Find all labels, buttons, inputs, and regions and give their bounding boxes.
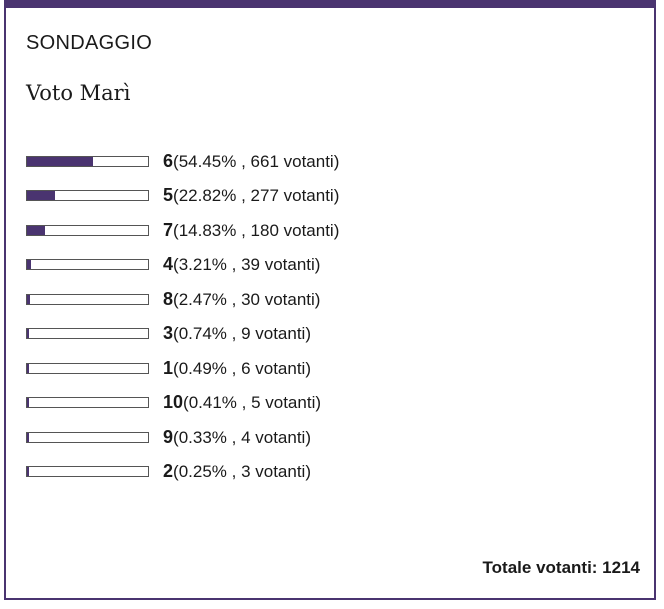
result-bar-track — [26, 259, 149, 271]
poll-card: SONDAGGIO Voto Marì 6(54.45% , 661 votan… — [4, 0, 656, 600]
result-voters: 4 votanti — [241, 427, 306, 447]
result-voters: 5 votanti — [251, 393, 316, 413]
poll-result-row: 3(0.74% , 9 votanti) — [26, 317, 339, 352]
result-text: 5(22.82% , 277 votanti) — [163, 185, 340, 206]
result-voters: 30 votanti — [241, 289, 315, 309]
result-bar-track — [26, 293, 149, 305]
poll-result-row: 4(3.21% , 39 votanti) — [26, 248, 339, 283]
result-vote-value: 4 — [163, 254, 174, 275]
result-percent: 2.47% — [178, 289, 227, 309]
result-bar-fill — [27, 398, 29, 408]
result-percent: 0.49% — [178, 358, 227, 378]
result-text: 9(0.33% , 4 votanti) — [163, 426, 311, 447]
result-percent: 22.82% — [178, 186, 237, 206]
result-voters: 180 votanti — [250, 220, 334, 240]
poll-result-row: 8(2.47% , 30 votanti) — [26, 282, 339, 317]
result-text: 3(0.74% , 9 votanti) — [163, 323, 311, 344]
result-bar-fill — [27, 225, 45, 235]
result-voters: 6 votanti — [241, 358, 306, 378]
result-text: 1(0.49% , 6 votanti) — [163, 357, 311, 378]
result-vote-value: 8 — [163, 288, 174, 309]
result-percent: 0.74% — [178, 324, 227, 344]
poll-section-label: SONDAGGIO — [26, 32, 153, 54]
result-percent: 0.33% — [178, 427, 227, 447]
result-text: 8(2.47% , 30 votanti) — [163, 288, 321, 309]
result-vote-value: 6 — [163, 150, 174, 171]
result-voters: 9 votanti — [241, 324, 306, 344]
result-bar-track — [26, 190, 149, 202]
total-voters: Totale votanti: 1214 — [482, 558, 640, 577]
result-vote-value: 10 — [163, 392, 184, 413]
result-bar-track — [26, 362, 149, 374]
poll-result-row: 10(0.41% , 5 votanti) — [26, 386, 339, 421]
result-bar-track — [26, 328, 149, 340]
result-vote-value: 2 — [163, 461, 174, 482]
result-text: 6(54.45% , 661 votanti) — [163, 150, 340, 171]
result-bar-fill — [27, 191, 55, 201]
result-percent: 54.45% — [178, 151, 237, 171]
result-text: 2(0.25% , 3 votanti) — [163, 461, 311, 482]
poll-result-row: 6(54.45% , 661 votanti) — [26, 144, 339, 179]
poll-results-list: 6(54.45% , 661 votanti) 5(22.82% , 277 vo… — [26, 144, 339, 489]
result-vote-value: 1 — [163, 357, 174, 378]
result-bar-fill — [27, 329, 29, 339]
result-vote-value: 9 — [163, 426, 174, 447]
result-bar-track — [26, 431, 149, 443]
poll-result-row: 7(14.83% , 180 votanti) — [26, 213, 339, 248]
result-bar-track — [26, 224, 149, 236]
result-voters: 39 votanti — [241, 255, 315, 275]
result-text: 7(14.83% , 180 votanti) — [163, 219, 340, 240]
result-vote-value: 5 — [163, 185, 174, 206]
result-percent: 0.25% — [178, 462, 227, 482]
poll-result-row: 2(0.25% , 3 votanti) — [26, 455, 339, 490]
poll-result-row: 5(22.82% , 277 votanti) — [26, 179, 339, 214]
poll-result-row: 1(0.49% , 6 votanti) — [26, 351, 339, 386]
result-bar-fill — [27, 432, 29, 442]
result-bar-fill — [27, 260, 31, 270]
result-percent: 3.21% — [178, 255, 227, 275]
result-bar-fill — [27, 363, 29, 373]
result-voters: 661 votanti — [250, 151, 334, 171]
result-bar-fill — [27, 467, 29, 477]
result-voters: 3 votanti — [241, 462, 306, 482]
result-bar-track — [26, 466, 149, 478]
result-bar-track — [26, 397, 149, 409]
result-vote-value: 3 — [163, 323, 174, 344]
result-bar-fill — [27, 294, 30, 304]
result-text: 10(0.41% , 5 votanti) — [163, 392, 322, 413]
result-vote-value: 7 — [163, 219, 174, 240]
result-text: 4(3.21% , 39 votanti) — [163, 254, 321, 275]
result-percent: 14.83% — [178, 220, 237, 240]
poll-question: Voto Marì — [26, 81, 131, 105]
result-bar-fill — [27, 156, 93, 166]
result-bar-track — [26, 155, 149, 167]
poll-result-row: 9(0.33% , 4 votanti) — [26, 420, 339, 455]
result-percent: 0.41% — [188, 393, 237, 413]
result-voters: 277 votanti — [250, 186, 334, 206]
